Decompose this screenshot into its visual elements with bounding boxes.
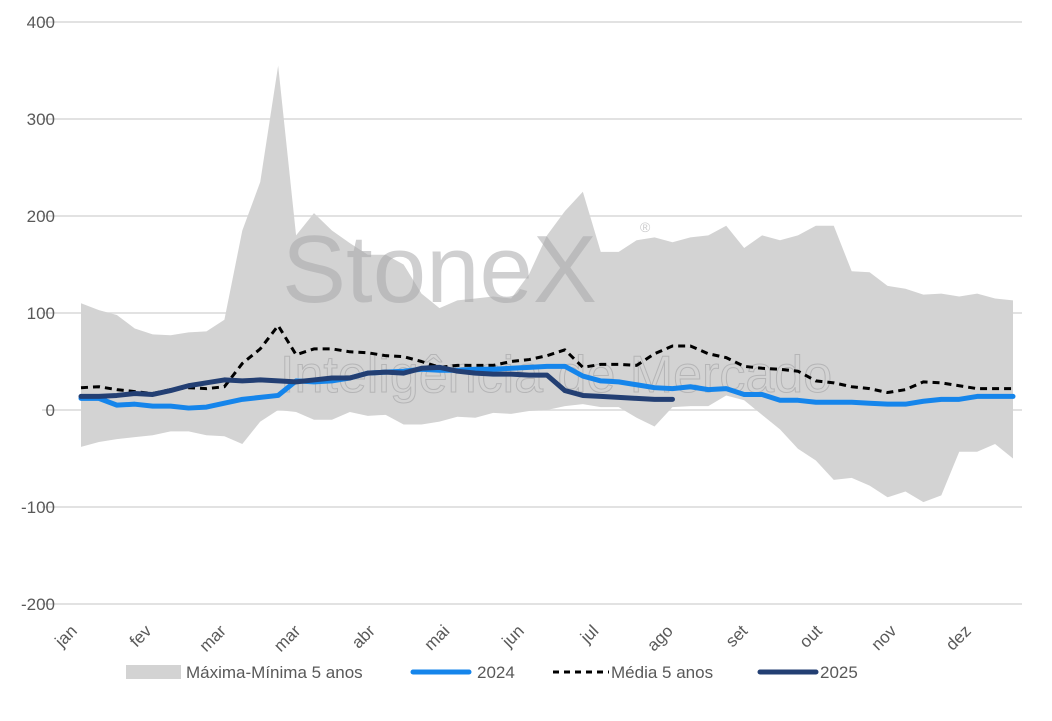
legend-label: 2024 (477, 663, 515, 682)
x-axis-ticks: jan fev mar mar abr mai jun jul ago set out nov dez (51, 621, 975, 655)
x-tick-label: abr (348, 621, 379, 652)
band-max-min-5-anos (81, 65, 1013, 503)
x-tick-label: jul (576, 621, 602, 647)
band-layer (81, 65, 1013, 503)
y-tick-label: 200 (27, 207, 55, 226)
x-tick-label: fev (126, 621, 156, 651)
watermark-brand: StoneX (282, 216, 597, 323)
x-tick-label: out (796, 621, 826, 651)
x-tick-label: mar (270, 621, 304, 655)
y-tick-label: 300 (27, 110, 55, 129)
y-axis-ticks: 400 300 200 100 0 -100 -200 (21, 13, 55, 614)
line-2025 (78, 364, 675, 402)
y-tick-label: -100 (21, 498, 55, 517)
y-tick-label: 0 (46, 401, 55, 420)
x-tick-label: ago (643, 621, 676, 654)
x-tick-label: jun (498, 621, 528, 651)
legend: Máxima-Mínima 5 anos 2024 Média 5 anos 2025 (126, 663, 858, 682)
y-tick-label: -200 (21, 595, 55, 614)
line-media-5-anos (80, 324, 1013, 396)
legend-label: 2025 (820, 663, 858, 682)
legend-label: Média 5 anos (611, 663, 713, 682)
y-tick-label: 100 (27, 304, 55, 323)
x-tick-label: mar (196, 621, 230, 655)
line-2024 (78, 363, 1016, 411)
x-tick-label: set (722, 621, 752, 651)
x-tick-label: jan (51, 621, 81, 651)
legend-label: Máxima-Mínima 5 anos (186, 663, 363, 682)
watermark: StoneX ® Inteligência de Mercado (280, 216, 833, 405)
x-tick-label: nov (868, 621, 901, 654)
lines-layer (78, 324, 1016, 411)
x-tick-label: dez (942, 621, 975, 654)
watermark-registered: ® (640, 219, 651, 235)
legend-swatch-band (126, 665, 181, 679)
y-tick-label: 400 (27, 13, 55, 32)
x-tick-label: mai (421, 621, 454, 654)
